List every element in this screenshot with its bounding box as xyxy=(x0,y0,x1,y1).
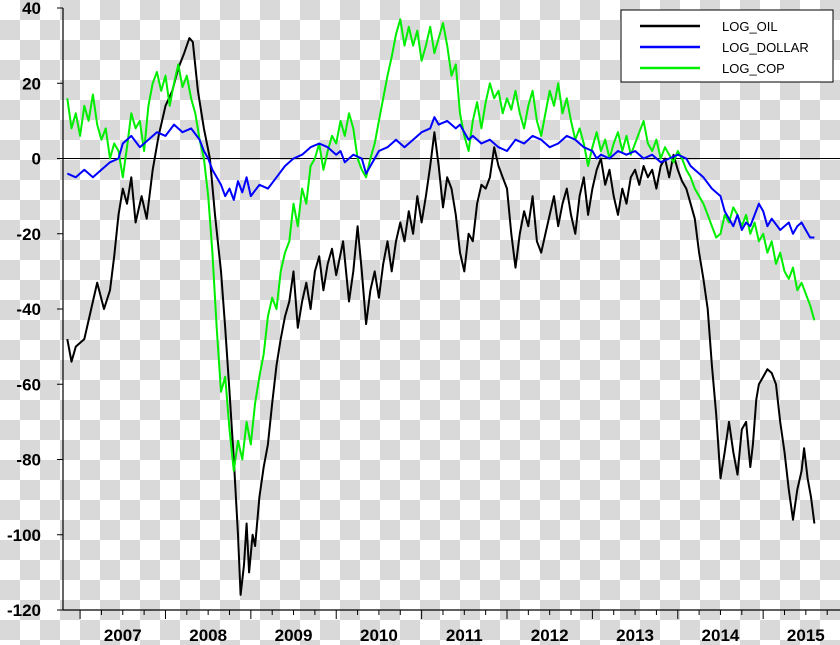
x-tick-label: 2012 xyxy=(531,626,569,645)
x-tick-label: 2007 xyxy=(104,626,142,645)
series-lines xyxy=(66,18,816,596)
x-tick-label: 2011 xyxy=(446,626,483,645)
y-tick-label: -120 xyxy=(7,601,41,620)
series-line-log-oil xyxy=(66,37,816,596)
y-axis-ticks: 40 20 0 -20 -40 -60 -80 -100 -120 xyxy=(7,0,63,620)
legend-label: LOG_OIL xyxy=(722,19,778,34)
y-tick-label: 40 xyxy=(22,0,41,18)
y-tick-label: 0 xyxy=(32,150,41,169)
legend-label: LOG_COP xyxy=(722,61,785,76)
y-tick-label: -20 xyxy=(16,225,41,244)
axes xyxy=(62,8,840,611)
x-tick-label: 2015 xyxy=(787,626,825,645)
y-tick-label: -60 xyxy=(16,375,41,394)
y-tick-label: -40 xyxy=(16,300,41,319)
legend-label: LOG_DOLLAR xyxy=(722,40,809,55)
y-tick-label: 20 xyxy=(22,74,41,93)
x-tick-label: 2008 xyxy=(189,626,227,645)
x-tick-label: 2014 xyxy=(702,626,740,645)
series-line-log-cop xyxy=(66,18,816,472)
y-tick-label: -80 xyxy=(16,451,41,470)
y-tick-label: -100 xyxy=(7,526,41,545)
x-axis-ticks: 2007 2008 2009 2010 2011 2012 2013 2014 2015 xyxy=(79,610,828,645)
x-tick-label: 2013 xyxy=(616,626,654,645)
series-line-log-dollar xyxy=(66,116,815,239)
x-tick-label: 2009 xyxy=(275,626,313,645)
legend: LOG_OIL LOG_DOLLAR LOG_COP xyxy=(620,9,834,83)
x-tick-label: 2010 xyxy=(360,626,398,645)
